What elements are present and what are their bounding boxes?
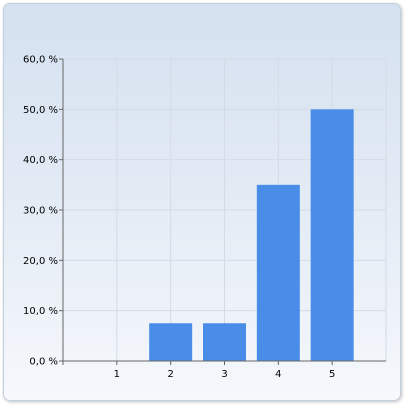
x-tick-labels: 1 2 3 4 5 (114, 369, 336, 380)
y-tick-label: 60,0 % (23, 55, 58, 66)
bar-3 (203, 323, 246, 361)
bar-4 (256, 184, 300, 361)
bar-chart: 0,0 % 10,0 % 20,0 % 30,0 % 40,0 % 50,0 % 60,0 … (23, 55, 387, 380)
chart-panel: 0,0 % 10,0 % 20,0 % 30,0 % 40,0 % 50,0 % 60,0 … (3, 3, 401, 401)
y-tick-label: 0,0 % (29, 357, 58, 368)
bars (149, 109, 354, 361)
x-tick-label: 1 (114, 369, 120, 380)
y-tick-labels: 0,0 % 10,0 % 20,0 % 30,0 % 40,0 % 50,0 % 60,0 … (23, 55, 58, 368)
y-tick-label: 50,0 % (23, 105, 58, 116)
x-tick-label: 2 (167, 369, 173, 380)
y-tick-label: 10,0 % (23, 306, 58, 317)
y-tick-label: 20,0 % (23, 256, 58, 267)
axes (59, 58, 386, 365)
x-tick-label: 4 (275, 369, 281, 380)
bar-5 (310, 109, 354, 361)
x-tick-label: 5 (329, 369, 335, 380)
y-tick-label: 30,0 % (23, 206, 58, 217)
y-tick-label: 40,0 % (23, 155, 58, 166)
bar-2 (149, 323, 193, 361)
x-tick-label: 3 (221, 369, 227, 380)
